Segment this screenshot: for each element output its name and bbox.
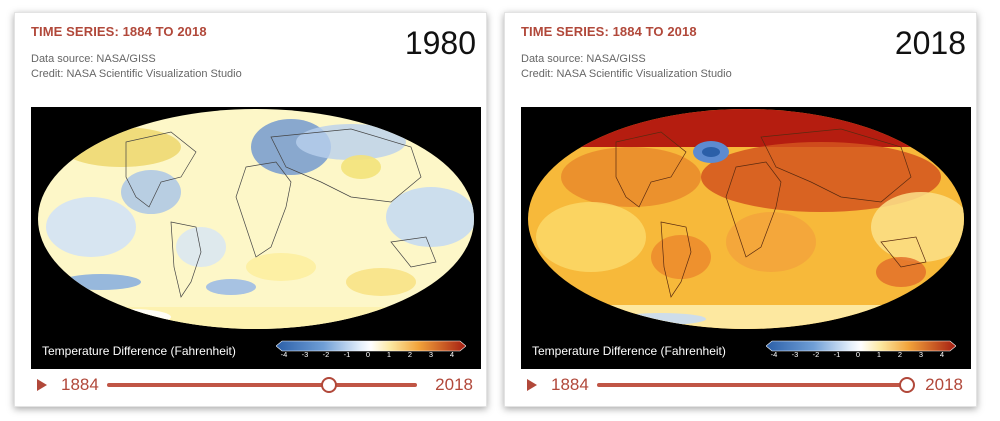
legend-tick: 4 <box>449 350 455 359</box>
legend-label: Temperature Difference (Fahrenheit) <box>532 344 726 358</box>
timeline-start-label: 1884 <box>61 375 99 394</box>
legend-tick: 2 <box>407 350 413 359</box>
source-credit: Data source: NASA/GISS Credit: NASA Scie… <box>31 52 242 82</box>
legend-tick: 2 <box>897 350 903 359</box>
visualization-panel-1980: TIME SERIES: 1884 TO 2018 Data source: N… <box>14 12 487 407</box>
timeline-slider[interactable] <box>107 377 417 393</box>
world-map-image <box>31 107 481 369</box>
color-scale-legend <box>276 340 466 352</box>
legend-ticks: -4 -3 -2 -1 0 1 2 3 4 <box>278 350 458 362</box>
timeline-slider[interactable] <box>597 377 915 393</box>
legend-tick: -4 <box>280 350 288 359</box>
legend-tick: 3 <box>918 350 924 359</box>
slider-handle[interactable] <box>321 377 338 393</box>
credit-text: Credit: NASA Scientific Visualization St… <box>521 68 732 80</box>
legend-label: Temperature Difference (Fahrenheit) <box>42 344 236 358</box>
source-credit: Data source: NASA/GISS Credit: NASA Scie… <box>521 52 732 82</box>
data-source-text: Data source: NASA/GISS <box>521 53 646 65</box>
legend-tick: 1 <box>876 350 882 359</box>
credit-text: Credit: NASA Scientific Visualization St… <box>31 68 242 80</box>
legend-tick: 3 <box>428 350 434 359</box>
legend-tick: -4 <box>770 350 778 359</box>
play-icon[interactable] <box>527 379 537 391</box>
legend-tick: -1 <box>343 350 351 359</box>
legend-tick: -1 <box>833 350 841 359</box>
play-icon[interactable] <box>37 379 47 391</box>
temperature-map: Temperature Difference (Fahrenheit) -4 -… <box>31 107 481 369</box>
visualization-panel-2018: TIME SERIES: 1884 TO 2018 Data source: N… <box>504 12 977 407</box>
timeline-controls: 1884 2018 <box>33 374 473 396</box>
legend-tick: -3 <box>301 350 309 359</box>
color-scale-legend <box>766 340 956 352</box>
legend-tick: 4 <box>939 350 945 359</box>
timeline-end-label: 2018 <box>925 375 963 394</box>
current-year-display: 1980 <box>404 25 476 61</box>
legend-tick: 0 <box>365 350 371 359</box>
timeline-start-label: 1884 <box>551 375 589 394</box>
legend-tick: -2 <box>322 350 330 359</box>
timeline-end-label: 2018 <box>435 375 473 394</box>
world-map-image <box>521 107 971 369</box>
temperature-map: Temperature Difference (Fahrenheit) -4 -… <box>521 107 971 369</box>
slider-handle[interactable] <box>899 377 915 393</box>
legend-tick: -3 <box>791 350 799 359</box>
timeline-controls: 1884 2018 <box>523 374 963 396</box>
legend-tick: -2 <box>812 350 820 359</box>
series-title: TIME SERIES: 1884 TO 2018 <box>521 24 697 39</box>
legend-tick: 0 <box>855 350 861 359</box>
current-year-display: 2018 <box>894 25 966 61</box>
legend-tick: 1 <box>386 350 392 359</box>
legend-ticks: -4 -3 -2 -1 0 1 2 3 4 <box>768 350 948 362</box>
data-source-text: Data source: NASA/GISS <box>31 53 156 65</box>
series-title: TIME SERIES: 1884 TO 2018 <box>31 24 207 39</box>
